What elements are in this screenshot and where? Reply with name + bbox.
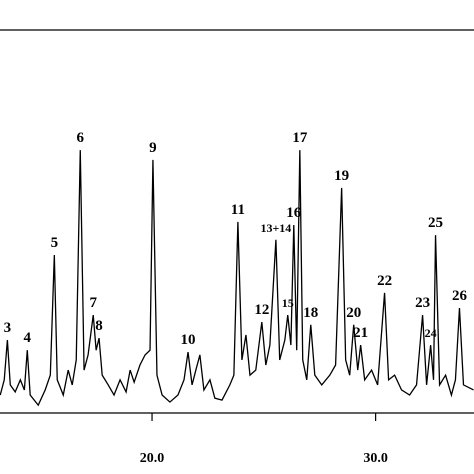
peak-label: 8 — [95, 318, 103, 334]
peak-label: 16 — [286, 205, 302, 221]
peak-label: 3 — [4, 320, 12, 336]
trace — [0, 150, 474, 407]
peak-label: 22 — [377, 273, 392, 289]
peak-label: 18 — [303, 305, 318, 321]
peak-label: 15 — [282, 296, 294, 310]
peak-label: 13+14 — [260, 221, 291, 235]
peak-label: 7 — [89, 295, 97, 311]
peak-label: 17 — [292, 130, 308, 146]
peak-label: 25 — [428, 215, 443, 231]
peak-label: 24 — [425, 326, 437, 340]
peak-label: 19 — [334, 168, 349, 184]
x-tick-label: 30.0 — [363, 451, 388, 466]
peak-label: 12 — [254, 302, 269, 318]
peak-label: 5 — [51, 235, 59, 251]
peak-label: 10 — [181, 332, 196, 348]
peak-label: 26 — [452, 288, 468, 304]
x-tick-label: 20.0 — [140, 451, 165, 466]
peak-label: 6 — [77, 130, 85, 146]
peak-label: 21 — [353, 325, 368, 341]
peak-label: 23 — [415, 295, 430, 311]
peak-label: 11 — [231, 202, 245, 218]
peak-label: 9 — [149, 140, 157, 156]
peak-label: 20 — [346, 305, 361, 321]
peak-label: 4 — [24, 330, 32, 346]
